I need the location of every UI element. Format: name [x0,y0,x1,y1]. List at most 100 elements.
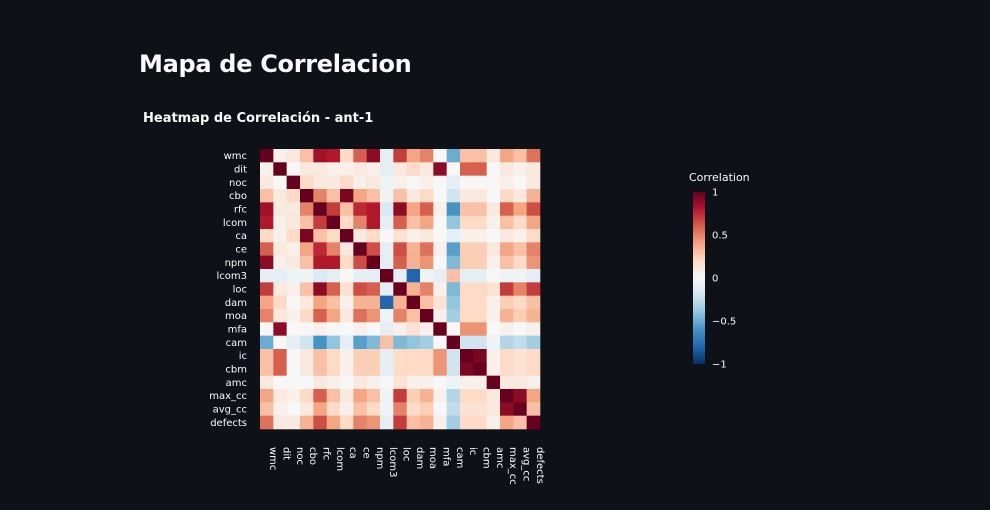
heatmap-cell-cbo-noc [286,189,301,203]
y-tick-label-defects: defects [210,418,247,429]
heatmap-cell-cbm-cbo [300,362,314,376]
heatmap-cell-loc-mfa [433,282,447,296]
heatmap-cell-noc-ca [340,175,354,190]
heatmap-cell-npm-defects [526,255,541,270]
heatmap-cell-defects-ca [340,415,354,430]
heatmap-cell-moa-amc [486,309,501,323]
heatmap-cell-lcom-lcom [326,215,341,230]
heatmap-cell-noc-lcom [326,175,341,190]
heatmap-cell-avg_cc-ic [460,402,474,416]
heatmap-cell-cbo-npm [366,189,381,203]
heatmap-cell-mfa-ce [353,322,367,336]
heatmap-cell-cbo-ce [353,189,367,203]
heatmap-cell-wmc-avg_cc [513,149,527,163]
x-tick-label-rfc: rfc [321,447,332,460]
heatmap-cell-wmc-rfc [313,149,327,163]
heatmap-cell-rfc-mfa [433,202,447,216]
heatmap-cell-lcom3-defects [526,269,541,283]
heatmap-cell-ca-dit [273,229,287,243]
heatmap-cell-moa-lcom [326,309,341,323]
heatmap-cell-noc-ce [353,175,367,190]
x-tick-label-ce: ce [361,447,372,459]
heatmap-cell-dam-dam [406,295,421,310]
heatmap-cell-max_cc-wmc [260,389,274,403]
heatmap-cell-dam-defects [526,295,541,310]
heatmap-cell-defects-max_cc [500,415,514,430]
colorbar-gradient [693,192,705,364]
heatmap-cell-amc-rfc [313,375,327,390]
heatmap-cell-moa-dit [273,309,287,323]
heatmap-cell-mfa-moa [420,322,434,336]
heatmap-cell-lcom-cam [446,215,461,230]
heatmap-cell-ce-lcom3 [380,242,394,256]
heatmap-cell-cbm-amc [486,362,501,376]
heatmap-cell-cbo-moa [420,189,434,203]
heatmap-cell-mfa-defects [526,322,541,336]
heatmap-cell-noc-dam [406,175,421,190]
heatmap-cell-dam-wmc [260,295,274,310]
heatmap-cell-ic-ic [460,349,474,363]
heatmap-cell-lcom3-amc [486,269,501,283]
heatmap-cell-dam-cbo [300,295,314,310]
heatmap-cell-noc-noc [286,175,301,190]
heatmap-cell-npm-moa [420,255,434,270]
heatmap-cell-avg_cc-lcom [326,402,341,416]
heatmap-cell-cam-lcom [326,335,341,350]
heatmap-cell-cam-defects [526,335,541,350]
heatmap-cell-wmc-max_cc [500,149,514,163]
y-tick-label-ca: ca [235,231,247,242]
heatmap-cell-mfa-cam [446,322,461,336]
colorbar: Correlation 1 0.5 0 −0.5 −1 [689,171,750,371]
y-tick-label-cbm: cbm [225,365,247,376]
heatmap-cell-avg_cc-moa [420,402,434,416]
heatmap-cell-cbo-rfc [313,189,327,203]
heatmap-cell-cbo-ca [340,189,354,203]
heatmap-cell-dam-ce [353,295,367,310]
heatmap-cell-lcom3-lcom3 [380,269,394,283]
heatmap-cell-cam-amc [486,335,501,350]
heatmap-cell-noc-wmc [260,175,274,190]
heatmap-cell-amc-noc [286,375,301,390]
colorbar-title: Correlation [689,171,750,184]
heatmap-cell-max_cc-rfc [313,389,327,403]
heatmap-cell-rfc-amc [486,202,501,216]
heatmap-cell-rfc-cam [446,202,461,216]
heatmap-cell-lcom3-ce [353,269,367,283]
heatmap-cell-lcom3-max_cc [500,269,514,283]
heatmap-cell-ic-dit [273,349,287,363]
heatmap-cell-dit-amc [486,162,501,176]
heatmap-cell-avg_cc-dam [406,402,421,416]
heatmap-cell-cbo-loc [393,189,407,203]
heatmap-cell-cbo-dit [273,189,287,203]
heatmap-cell-rfc-ce [353,202,367,216]
heatmap-cell-dam-lcom3 [380,295,394,310]
heatmap-cell-lcom3-loc [393,269,407,283]
heatmap-cell-amc-max_cc [500,375,514,390]
x-tick-label-lcom3: lcom3 [387,447,398,478]
heatmap-cell-dam-lcom [326,295,341,310]
heatmap-cell-defects-ce [353,415,367,430]
heatmap-cell-cbo-defects [526,189,541,203]
heatmap-cell-defects-wmc [260,415,274,430]
heatmap-cell-defects-defects [526,415,541,430]
heatmap-cell-lcom3-moa [420,269,434,283]
y-tick-label-noc: noc [229,178,247,189]
heatmap-cell-lcom3-dit [273,269,287,283]
heatmap-cell-max_cc-amc [486,389,501,403]
heatmap-cell-amc-amc [486,375,501,390]
heatmap-cell-ce-npm [366,242,381,256]
heatmap-cell-moa-avg_cc [513,309,527,323]
heatmap-cell-ca-defects [526,229,541,243]
heatmap-cell-rfc-ca [340,202,354,216]
heatmap-cell-ic-cam [446,349,461,363]
heatmap-cell-cbo-dam [406,189,421,203]
heatmap-cell-wmc-lcom [326,149,341,163]
heatmap-cell-avg_cc-dit [273,402,287,416]
heatmap-cell-loc-lcom [326,282,341,296]
heatmap-cell-ce-moa [420,242,434,256]
heatmap-cell-dam-amc [486,295,501,310]
heatmap-cell-loc-lcom3 [380,282,394,296]
heatmap-cell-dit-ca [340,162,354,176]
heatmap-cell-ic-loc [393,349,407,363]
